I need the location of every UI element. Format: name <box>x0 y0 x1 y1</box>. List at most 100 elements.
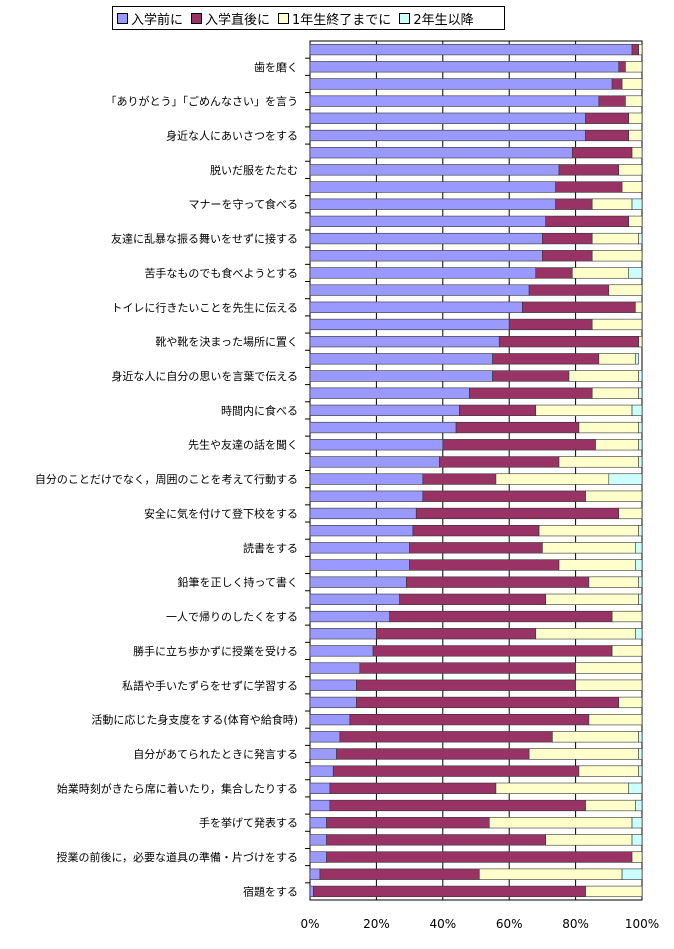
bar-segment <box>631 43 639 56</box>
bar-segment <box>558 164 620 176</box>
bar-segment <box>545 593 639 605</box>
bar-segment <box>309 662 361 674</box>
bar-segment <box>309 250 543 262</box>
category-label: 鉛筆を正しく持って書く <box>178 575 298 589</box>
bar-segment <box>621 181 643 193</box>
bar-segment <box>535 404 633 416</box>
bar-segment <box>611 78 623 90</box>
category-label: 先生や友達の話を聞く <box>188 438 298 452</box>
bar-segment <box>326 851 633 863</box>
category-label: 始業時刻がきたら席に着いたり，集合したりする <box>57 781 298 795</box>
bar-segment <box>329 782 497 794</box>
bar-segment <box>415 507 620 520</box>
x-tick-label: 100% <box>625 917 659 931</box>
bar-segment <box>638 525 643 537</box>
bar-segment <box>571 147 633 159</box>
category-label: 読書をする <box>243 541 298 555</box>
bar-segment <box>409 542 543 554</box>
bar-segment <box>542 250 593 262</box>
legend-label: 入学直後に <box>205 12 271 28</box>
bar-segment <box>309 559 410 571</box>
bar-segment <box>405 576 590 588</box>
bar-segment <box>638 456 643 468</box>
bar-segment <box>508 318 593 331</box>
bar-segment <box>591 198 633 210</box>
bar-segment <box>578 765 639 777</box>
bar-segment <box>309 731 341 743</box>
category-label: 安全に気を付けて登下校をする <box>144 506 298 520</box>
bar-segment <box>492 370 570 382</box>
category-label: 私語や手いたずらをせずに学習する <box>122 678 298 692</box>
bar-segment <box>625 61 643 73</box>
bar-segment <box>621 868 643 880</box>
bar-segment <box>638 370 643 382</box>
bar-segment <box>309 542 410 554</box>
bar-segment <box>591 318 643 331</box>
bar-segment <box>578 421 639 434</box>
bar-segment <box>309 834 327 846</box>
bar-segment <box>309 525 414 537</box>
bar-segment <box>611 645 643 657</box>
bar-segment <box>309 610 390 623</box>
category-label: 活動に応じた身支度をする(体育や給食時) <box>91 713 298 727</box>
bar-segment <box>309 490 424 502</box>
bar-segment <box>422 490 586 502</box>
bar-segment <box>309 43 633 56</box>
bar-segment <box>309 164 560 176</box>
bar-segment <box>309 301 523 313</box>
bar-segment <box>585 112 630 124</box>
bar-segment <box>372 645 613 657</box>
bar-segment <box>376 628 537 640</box>
bar-segment <box>575 679 643 691</box>
legend-label: 2年生以降 <box>413 12 474 28</box>
bar-segment <box>591 387 639 399</box>
legend-label: 入学前に <box>131 12 184 28</box>
bar-segment <box>479 868 623 880</box>
bar-segment <box>313 885 586 898</box>
category-label: 歯を磨く <box>254 61 298 74</box>
bar-segment <box>545 834 633 846</box>
bar-segment <box>638 731 643 743</box>
category-label: 宿題をする <box>243 884 298 898</box>
bar-segment <box>399 593 547 605</box>
bar-segment <box>552 731 639 743</box>
bar-segment <box>638 765 643 777</box>
category-label: 一人で帰りのしたくをする <box>166 611 298 624</box>
category-label: 授業の前後に，必要な道具の準備・片づけをする <box>57 850 298 864</box>
bar-segment <box>469 387 593 399</box>
bar-segment <box>459 404 537 416</box>
bar-segment <box>638 748 643 760</box>
category-label: 勝手に立ち歩かずに授業を受ける <box>133 644 298 658</box>
bar-segment <box>588 576 639 588</box>
bar-segment <box>611 610 643 623</box>
bar-segment <box>488 817 633 829</box>
bar-segment <box>309 713 351 726</box>
bar-segment <box>389 610 613 623</box>
legend-swatch-end-of-first-year <box>278 12 290 24</box>
x-tick-label: 60% <box>496 917 523 931</box>
bar-segment <box>522 301 636 313</box>
bar-segment <box>309 748 337 760</box>
x-tick-label: 0% <box>300 917 319 931</box>
bar-segment <box>635 799 643 812</box>
bar-segment <box>309 507 417 520</box>
bar-segment <box>538 525 639 537</box>
bar-segment <box>309 696 357 709</box>
bar-segment <box>628 782 643 794</box>
bar-segment <box>585 799 636 812</box>
category-label: 靴や靴を決まった場所に置く <box>155 335 298 349</box>
bar-segment <box>495 473 610 485</box>
bar-segment <box>528 284 610 296</box>
bar-segment <box>575 662 643 674</box>
x-tick-label: 40% <box>429 917 456 931</box>
category-label: 手を挙げて発表する <box>199 816 298 830</box>
bar-segment <box>555 198 593 210</box>
bar-segment <box>638 421 643 434</box>
bar-segment <box>535 267 573 279</box>
bar-segment <box>455 421 580 434</box>
bar-segment <box>309 421 457 434</box>
bar-segment <box>631 851 643 863</box>
bar-segment <box>309 404 460 416</box>
bar-segment <box>542 232 593 245</box>
bar-segment <box>309 336 500 348</box>
